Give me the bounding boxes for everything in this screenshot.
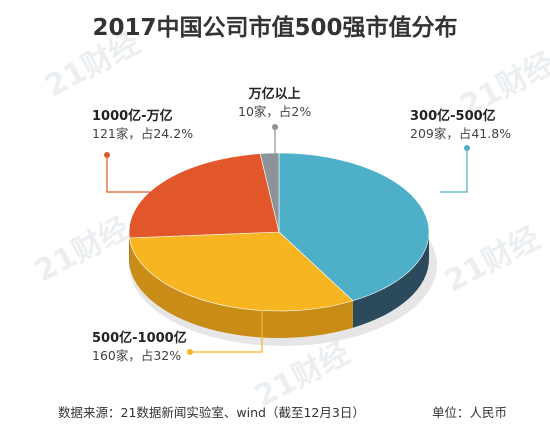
chart-title: 2017中国公司市值500强市值分布 bbox=[92, 15, 458, 41]
slice-300-500-top bbox=[278, 152, 430, 302]
footer-source: 数据来源：21数据新闻实验室、wind（截至12月3日） bbox=[58, 405, 365, 420]
leader-300-500 bbox=[440, 148, 468, 193]
label-300-500-name: 300亿-500亿 bbox=[410, 109, 496, 124]
label-wan-above-name: 万亿以上 bbox=[248, 87, 301, 102]
leader-300-500-dot bbox=[464, 145, 470, 151]
label-1000-wan-name: 1000亿-万亿 bbox=[92, 109, 173, 124]
slice-300-500-side bbox=[352, 232, 430, 328]
leader-1000-wan bbox=[106, 155, 150, 193]
label-500-1000-name: 500亿-1000亿 bbox=[92, 331, 187, 346]
leader-500-1000 bbox=[190, 300, 263, 353]
label-wan-above: 万亿以上 10家，占2% bbox=[238, 86, 311, 120]
label-300-500-count: 209家，占41.8% bbox=[410, 126, 512, 141]
leader-1000-wan-dot bbox=[104, 152, 110, 158]
footer-unit: 单位：人民币 bbox=[432, 405, 508, 420]
slice-1000-wan-top bbox=[128, 153, 280, 239]
label-wan-above-count: 10家，占2% bbox=[238, 104, 312, 119]
leader-wan-above-dot bbox=[272, 124, 278, 130]
label-500-1000-count: 160家，占32% bbox=[92, 348, 182, 363]
slice-500-1000-top bbox=[129, 231, 354, 312]
label-500-1000: 500亿-1000亿 160家，占32% bbox=[92, 330, 187, 364]
label-300-500: 300亿-500亿 209家，占41.8% bbox=[410, 108, 511, 142]
label-1000-wan: 1000亿-万亿 121家，占24.2% bbox=[92, 108, 193, 142]
slice-500-1000-side bbox=[129, 237, 353, 338]
slice-wan-above-top bbox=[259, 152, 280, 233]
leader-500-1000-dot bbox=[187, 349, 193, 355]
label-1000-wan-count: 121家，占24.2% bbox=[92, 126, 194, 141]
